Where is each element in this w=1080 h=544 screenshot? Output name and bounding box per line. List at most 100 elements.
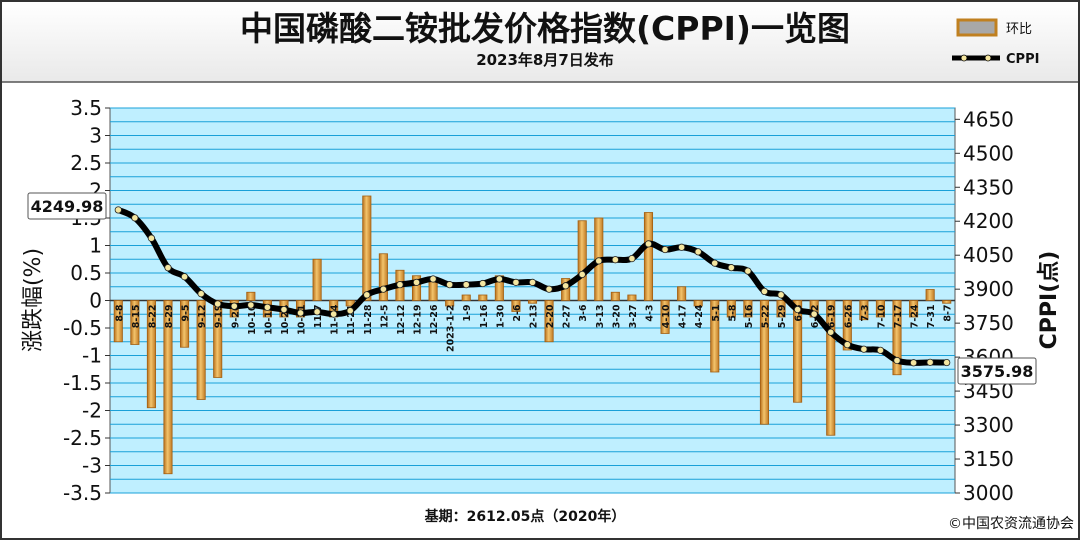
- cppi-point-10-10: [247, 301, 255, 309]
- bar-2-13: [527, 300, 538, 304]
- end-value-label-box: [957, 357, 1037, 385]
- right-tick-label: 4200: [963, 209, 1014, 233]
- cppi-point-8-7: [943, 358, 951, 367]
- cppi-point-1-16: [479, 279, 487, 288]
- cppi-point-9-12: [197, 290, 205, 298]
- left-tick-label: -1.5: [63, 371, 102, 395]
- cppi-point-8-29: [164, 264, 172, 272]
- x-tick-label: 4-10: [661, 304, 672, 328]
- x-tick-label: 7-24: [910, 304, 921, 328]
- right-tick-label: 3900: [963, 277, 1014, 301]
- x-tick-label: 7-31: [926, 305, 937, 329]
- cppi-point-7-10: [876, 346, 885, 354]
- bar-8-15: [130, 300, 140, 345]
- x-tick-label: 7-17: [893, 305, 904, 329]
- left-tick-label: -3: [82, 454, 102, 478]
- right-tick-label: 4350: [963, 175, 1014, 199]
- bar-8-22: [146, 300, 156, 409]
- x-tick-label: 1-9: [462, 305, 473, 322]
- x-tick-label: 9-26: [230, 304, 241, 328]
- bar-5-16: [743, 300, 753, 318]
- x-tick-label: 5-16: [744, 304, 755, 328]
- bar-7-3: [859, 300, 869, 321]
- bar-6-5: [793, 300, 803, 403]
- x-tick-label: 9-12: [197, 305, 208, 329]
- x-tick-label: 8-7: [943, 305, 954, 322]
- cppi-point-11-7: [313, 308, 321, 316]
- cppi-point-2-27: [562, 282, 570, 290]
- cppi-point-6-5: [793, 305, 802, 314]
- left-tick-label: 3: [89, 124, 102, 148]
- x-tick-label: 9-19: [214, 305, 225, 329]
- cppi-point-8-8: [114, 206, 122, 214]
- cppi-point-4-24: [694, 248, 702, 256]
- x-tick-label: 11-14: [330, 304, 341, 335]
- cppi-point-2-6: [512, 278, 520, 286]
- cppi-point-10-24: [280, 305, 288, 314]
- cppi-point-6-12: [810, 310, 818, 318]
- end-value-label: 3575.98: [961, 362, 1034, 381]
- legend-bar-label: 环比: [1006, 22, 1032, 37]
- left-tick-label: 0: [89, 289, 102, 313]
- x-tick-label: 12-19: [413, 305, 424, 335]
- cppi-point-5-1: [711, 259, 719, 267]
- cppi-point-1-30: [495, 275, 503, 283]
- cppi-point-4-10: [661, 245, 669, 254]
- legend-bar-swatch: [956, 18, 998, 37]
- right-tick-label: 4500: [963, 141, 1014, 165]
- x-tick-label: 4-3: [644, 305, 655, 322]
- x-tick-label: 10-10: [247, 304, 258, 335]
- x-tick-label: 11-21: [346, 305, 357, 335]
- x-tick-label: 11-28: [363, 304, 374, 335]
- x-tick-labels: 8-8 8-15 8-22 8-29 9-5 9-12 9-19 9-26 10-10 10-17…: [114, 304, 953, 352]
- header-band: [2, 2, 1078, 82]
- x-tick-label: 10-31: [297, 305, 308, 335]
- x-tick-label: 2-27: [562, 305, 573, 329]
- x-tick-label: 2-13: [529, 305, 540, 329]
- cppi-point-4-17: [678, 243, 686, 251]
- legend: 环比 CPPI: [952, 18, 1039, 67]
- x-tick-label: 3-20: [611, 304, 622, 328]
- cppi-point-7-31: [926, 358, 934, 366]
- bar-4-24: [693, 300, 703, 307]
- cppi-point-12-19: [412, 278, 421, 286]
- right-axis-label: CPPI(点): [1036, 251, 1062, 350]
- left-tick-label: -2.5: [63, 426, 102, 450]
- bar-4-10: [660, 300, 670, 334]
- x-tick-label: 8-22: [147, 305, 158, 329]
- base-note: 基期：2612.05点（2020年）: [425, 508, 626, 525]
- cppi-point-10-17: [263, 303, 272, 311]
- left-tick-label: 0.5: [70, 261, 102, 285]
- x-tick-label: 4-17: [678, 305, 689, 329]
- cppi-point-6-19: [827, 328, 835, 336]
- x-tick-label: 4-24: [694, 304, 705, 328]
- left-tick-label: -3.5: [63, 481, 102, 505]
- cppi-point-3-13: [595, 257, 603, 265]
- bar-10-10: [246, 291, 256, 301]
- right-tick-label: 3150: [963, 447, 1014, 471]
- cppi-point-3-20: [611, 256, 619, 264]
- cppi-point-7-17: [893, 356, 901, 365]
- cppi-point-12-12: [396, 281, 404, 289]
- x-tick-label: 3-13: [595, 305, 606, 329]
- x-tick-label: 2023-1-2: [446, 305, 457, 353]
- right-tick-label: 3300: [963, 413, 1014, 437]
- cppi-point-3-27: [628, 255, 636, 263]
- cppi-point-9-19: [214, 300, 222, 308]
- bar-2-6: [511, 300, 521, 312]
- left-axis-ticks: 3.532.521.510.50-0.5-1-1.5-2-2.5-3-3.5: [63, 96, 110, 505]
- bar-8-29: [163, 300, 173, 475]
- cppi-point-12-5: [379, 285, 387, 293]
- cppi-point-5-22: [760, 287, 769, 296]
- x-tick-label: 8-15: [131, 305, 142, 329]
- bar-4-3: [643, 212, 654, 301]
- cppi-point-12-26: [429, 275, 437, 283]
- left-tick-label: 2.5: [70, 151, 102, 175]
- x-tick-label: 5-22: [760, 305, 771, 329]
- x-tick-label: 10-24: [280, 304, 291, 335]
- x-tick-label: 7-10: [876, 304, 887, 328]
- right-axis-ticks: 4650450043504200405039003750360034503300…: [955, 107, 1014, 505]
- x-tick-label: 3-27: [628, 305, 639, 329]
- cppi-point-5-8: [727, 264, 735, 272]
- bar-7-10: [875, 300, 885, 318]
